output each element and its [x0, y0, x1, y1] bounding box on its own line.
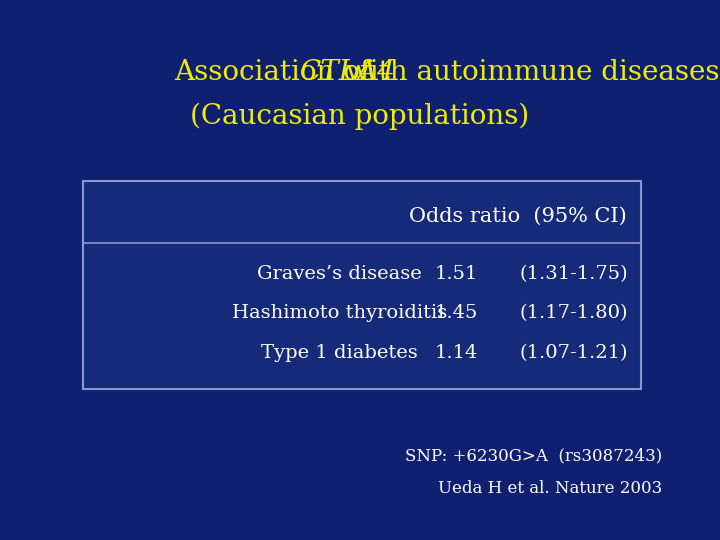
- Text: 1.51: 1.51: [435, 265, 478, 282]
- Text: (1.31-1.75): (1.31-1.75): [520, 265, 628, 282]
- Text: (1.17-1.80): (1.17-1.80): [520, 304, 628, 322]
- Text: Hashimoto thyroiditis: Hashimoto thyroiditis: [232, 304, 447, 322]
- Text: (1.07-1.21): (1.07-1.21): [520, 344, 628, 362]
- Text: Graves’s disease: Graves’s disease: [257, 265, 422, 282]
- Text: 1.45: 1.45: [435, 304, 478, 322]
- Text: SNP: +6230G>A  (rs3087243): SNP: +6230G>A (rs3087243): [405, 448, 662, 465]
- Text: with autoimmune diseases: with autoimmune diseases: [337, 59, 719, 86]
- FancyBboxPatch shape: [83, 181, 641, 389]
- Text: Association of: Association of: [174, 59, 379, 86]
- Text: (Caucasian populations): (Caucasian populations): [190, 103, 530, 130]
- Text: CTLA4: CTLA4: [300, 59, 395, 86]
- Text: Ueda H et al. Nature 2003: Ueda H et al. Nature 2003: [438, 480, 662, 497]
- Text: Type 1 diabetes: Type 1 diabetes: [261, 344, 418, 362]
- Text: 1.14: 1.14: [435, 344, 478, 362]
- Text: Odds ratio  (95% CI): Odds ratio (95% CI): [409, 206, 626, 226]
